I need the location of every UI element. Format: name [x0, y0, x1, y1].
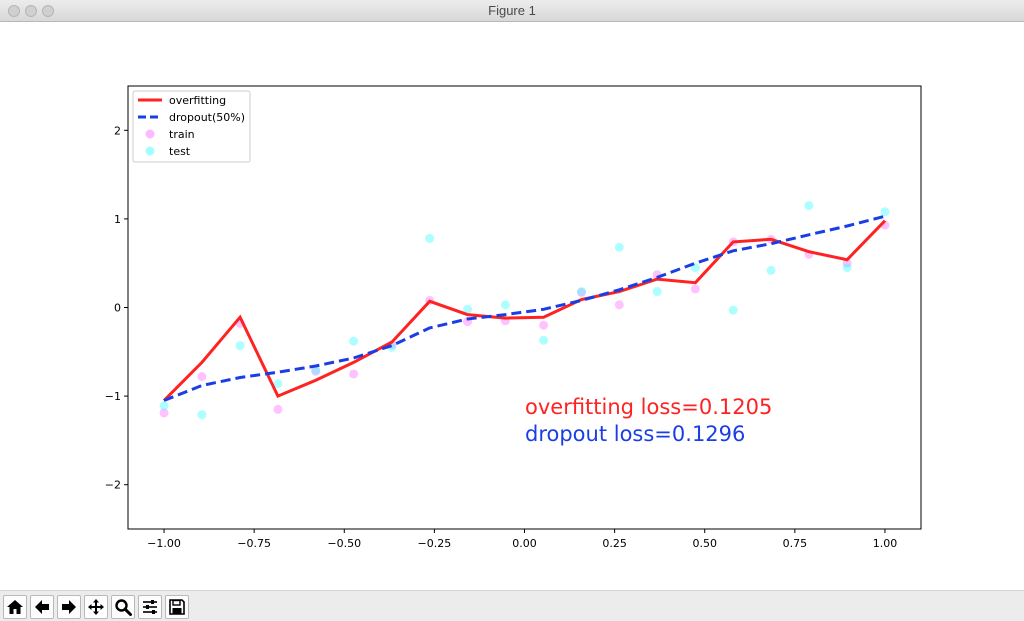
- test-point: [349, 336, 359, 346]
- plot-area: [127, 85, 922, 530]
- x-tick-label: 1.00: [873, 537, 898, 550]
- test-point: [425, 233, 435, 243]
- train-point: [273, 404, 283, 414]
- test-point: [159, 401, 169, 411]
- pan-button[interactable]: [84, 595, 108, 619]
- annotation-overfitting-loss: overfitting loss=0.1205: [525, 395, 772, 419]
- legend-train-marker: [145, 129, 155, 139]
- legend-box: [132, 90, 251, 163]
- window-titlebar: Figure 1: [0, 0, 1024, 22]
- back-icon: [35, 600, 49, 614]
- annotation-dropout-loss: dropout loss=0.1296: [525, 422, 745, 446]
- legend-overfitting-label: overfitting: [169, 94, 226, 107]
- x-tick-label: −0.75: [237, 537, 271, 550]
- legend-train-label: train: [169, 128, 195, 141]
- navigation-toolbar: [0, 590, 1024, 621]
- train-point: [690, 284, 700, 294]
- configure-subplots-button[interactable]: [138, 595, 162, 619]
- test-point: [273, 379, 283, 389]
- test-point: [500, 300, 510, 310]
- train-point: [159, 408, 169, 418]
- home-button[interactable]: [3, 595, 27, 619]
- y-tick-label: 2: [114, 124, 121, 137]
- legend-test-marker: [145, 146, 155, 156]
- train-point: [576, 287, 586, 297]
- configure-subplots-icon: [143, 600, 157, 614]
- train-point: [539, 320, 549, 330]
- save-button[interactable]: [165, 595, 189, 619]
- close-window-button[interactable]: [8, 5, 20, 17]
- y-tick-label: −2: [105, 479, 121, 492]
- minimize-window-button[interactable]: [25, 5, 37, 17]
- overfitting-line: [162, 219, 887, 402]
- zoom-icon: [115, 599, 132, 616]
- test-point: [463, 304, 473, 314]
- legend: overfitting dropout(50%) train test: [132, 90, 251, 163]
- x-tick-label: 0.25: [602, 537, 627, 550]
- test-point: [728, 305, 738, 315]
- forward-button[interactable]: [57, 595, 81, 619]
- pan-icon: [88, 599, 104, 615]
- x-tick-label: −0.50: [327, 537, 361, 550]
- back-button[interactable]: [30, 595, 54, 619]
- test-point: [804, 201, 814, 211]
- y-tick-label: −1: [105, 390, 121, 403]
- window-title: Figure 1: [488, 3, 536, 18]
- test-point: [766, 265, 776, 275]
- train-point: [842, 258, 852, 268]
- test-point: [197, 410, 207, 420]
- legend-dropout-label: dropout(50%): [169, 111, 245, 124]
- forward-icon: [62, 600, 76, 614]
- y-tick-label: 1: [114, 213, 121, 226]
- x-tick-label: 0.50: [692, 537, 717, 550]
- x-tick-label: 0.75: [783, 537, 808, 550]
- legend-test-label: test: [169, 145, 191, 158]
- test-point: [311, 365, 321, 375]
- dropout-line: [163, 214, 886, 402]
- x-tick-label: −0.25: [418, 537, 452, 550]
- test-point: [842, 263, 852, 273]
- figure-canvas[interactable]: −1.00 −0.75 −0.50 −0.25 0.00 0.25 0.50 0.75 1.00…: [0, 22, 1024, 590]
- test-point: [576, 287, 586, 297]
- test-point: [614, 242, 624, 252]
- x-tick-label: −1.00: [147, 537, 181, 550]
- test-point: [652, 287, 662, 297]
- train-point: [614, 300, 624, 310]
- zoom-button[interactable]: [111, 595, 135, 619]
- y-tick-label: 0: [114, 302, 121, 315]
- chart: −1.00 −0.75 −0.50 −0.25 0.00 0.25 0.50 0.75 1.00…: [105, 85, 922, 550]
- test-point: [539, 335, 549, 345]
- train-point: [311, 366, 321, 376]
- train-point: [197, 372, 207, 382]
- test-point: [880, 207, 890, 217]
- train-point: [349, 369, 359, 379]
- save-icon: [169, 599, 185, 615]
- home-icon: [7, 600, 23, 614]
- zoom-window-button[interactable]: [42, 5, 54, 17]
- x-tick-label: 0.00: [512, 537, 537, 550]
- test-point: [235, 341, 245, 351]
